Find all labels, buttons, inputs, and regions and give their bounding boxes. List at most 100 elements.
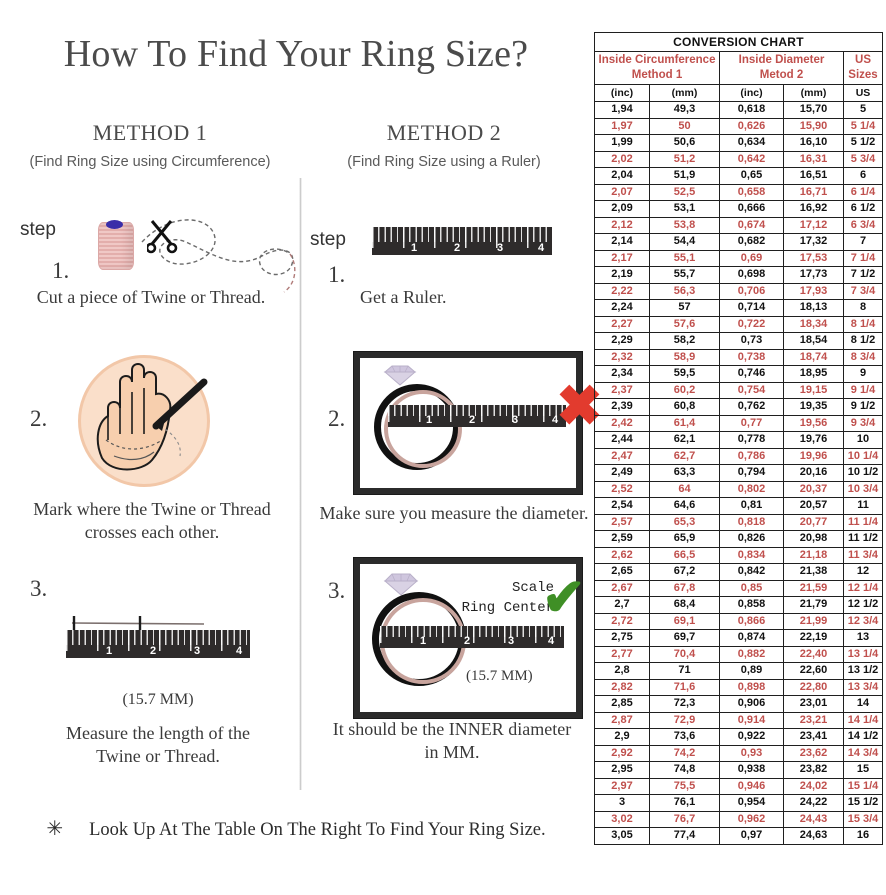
table-cell-inc: 0,93 xyxy=(719,744,784,762)
table-row[interactable]: 3 76,1 0,954 24,22 15 1/2 xyxy=(594,794,884,812)
table-cell-mm: 56,3 xyxy=(649,282,720,300)
table-cell-inc: 2,17 xyxy=(594,249,650,267)
table-row[interactable]: 1,94 49,3 0,618 15,70 5 xyxy=(594,101,884,119)
table-row[interactable]: 2,09 53,1 0,666 16,92 6 1/2 xyxy=(594,200,884,218)
table-cell-US: 7 xyxy=(842,233,884,251)
table-row[interactable]: 2,92 74,2 0,93 23,62 14 3/4 xyxy=(594,744,884,762)
table-cell-inc: 2,04 xyxy=(594,167,650,185)
table-row[interactable]: 2,17 55,1 0,69 17,53 7 1/4 xyxy=(594,249,884,267)
table-row[interactable]: 2,87 72,9 0,914 23,21 14 1/4 xyxy=(594,711,884,729)
table-row[interactable]: 2,22 56,3 0,706 17,93 7 3/4 xyxy=(594,282,884,300)
table-row[interactable]: 2,12 53,8 0,674 17,12 6 3/4 xyxy=(594,216,884,234)
table-row[interactable]: 2,75 69,7 0,874 22,19 13 xyxy=(594,629,884,647)
ruler-number: 3 xyxy=(512,414,519,426)
table-cell-inc: 2,54 xyxy=(594,497,650,515)
table-cell-US: 9 1/2 xyxy=(842,398,884,416)
method-2-header: METHOD 2 (Find Ring Size using a Ruler) xyxy=(298,120,590,170)
table-cell-US: 5 1/2 xyxy=(842,134,884,152)
table-row[interactable]: 2,57 65,3 0,818 20,77 11 1/4 xyxy=(594,513,884,531)
table-row[interactable]: 2,37 60,2 0,754 19,15 9 1/4 xyxy=(594,381,884,399)
table-row[interactable]: 2,62 66,5 0,834 21,18 11 3/4 xyxy=(594,546,884,564)
table-row[interactable]: 2,24 57 0,714 18,13 8 xyxy=(594,299,884,317)
table-cell-inc: 2,24 xyxy=(594,299,650,317)
table-row[interactable]: 2,34 59,5 0,746 18,95 9 xyxy=(594,365,884,383)
table-cell-mm: 15,70 xyxy=(783,101,844,119)
table-cell-inc: 2,62 xyxy=(594,546,650,564)
table-row[interactable]: 2,52 64 0,802 20,37 10 3/4 xyxy=(594,480,884,498)
table-row[interactable]: 2,7 68,4 0,858 21,79 12 1/2 xyxy=(594,596,884,614)
table-row[interactable]: 2,44 62,1 0,778 19,76 10 xyxy=(594,431,884,449)
table-row[interactable]: 2,07 52,5 0,658 16,71 6 1/4 xyxy=(594,183,884,201)
table-group-header-1: Inside Circumference Method 1 xyxy=(594,51,720,85)
table-cell-mm: 73,6 xyxy=(649,728,720,746)
table-cell-inc: 2,92 xyxy=(594,744,650,762)
method-2-step-1-caption: Get a Ruler. xyxy=(360,287,447,307)
table-row[interactable]: 2,49 63,3 0,794 20,16 10 1/2 xyxy=(594,464,884,482)
table-row[interactable]: 2,42 61,4 0,77 19,56 9 3/4 xyxy=(594,414,884,432)
table-row[interactable]: 2,19 55,7 0,698 17,73 7 1/2 xyxy=(594,266,884,284)
table-cell-mm: 17,12 xyxy=(783,216,844,234)
table-cell-US: 7 3/4 xyxy=(842,282,884,300)
table-cell-inc: 2,65 xyxy=(594,563,650,581)
table-cell-mm: 16,92 xyxy=(783,200,844,218)
table-cell-US: 6 3/4 xyxy=(842,216,884,234)
table-row[interactable]: 1,99 50,6 0,634 16,10 5 1/2 xyxy=(594,134,884,152)
footer-text: Look Up At The Table On The Right To Fin… xyxy=(89,820,546,840)
method-2-title: METHOD 2 xyxy=(386,120,502,145)
table-row[interactable]: 2,8 71 0,89 22,60 13 1/2 xyxy=(594,662,884,680)
table-row[interactable]: 3,05 77,4 0,97 24,63 16 xyxy=(594,827,884,845)
table-cell-mm: 17,93 xyxy=(783,282,844,300)
table-row[interactable]: 2,29 58,2 0,73 18,54 8 1/2 xyxy=(594,332,884,350)
table-cell-mm: 62,7 xyxy=(649,447,720,465)
table-cell-inc: 1,99 xyxy=(594,134,650,152)
table-row[interactable]: 2,67 67,8 0,85 21,59 12 1/4 xyxy=(594,579,884,597)
table-cell-US: 6 1/4 xyxy=(842,183,884,201)
table-cell-mm: 74,8 xyxy=(649,761,720,779)
table-cell-US: 13 xyxy=(842,629,884,647)
table-row[interactable]: 3,02 76,7 0,962 24,43 15 3/4 xyxy=(594,810,884,828)
table-cell-US: 9 xyxy=(842,365,884,383)
ruler-number: 3 xyxy=(508,635,515,647)
table-row[interactable]: 2,47 62,7 0,786 19,96 10 1/4 xyxy=(594,447,884,465)
table-row[interactable]: 2,72 69,1 0,866 21,99 12 3/4 xyxy=(594,612,884,630)
table-row[interactable]: 2,9 73,6 0,922 23,41 14 1/2 xyxy=(594,728,884,746)
table-row[interactable]: 2,65 67,2 0,842 21,38 12 xyxy=(594,563,884,581)
twine-path-icon xyxy=(141,219,296,293)
table-cell-inc: 2,12 xyxy=(594,216,650,234)
table-row[interactable]: 2,32 58,9 0,738 18,74 8 3/4 xyxy=(594,348,884,366)
table-cell-mm: 19,35 xyxy=(783,398,844,416)
method-2-step-word: step xyxy=(310,229,346,250)
table-cell-inc: 0,666 xyxy=(719,200,784,218)
table-row[interactable]: 2,85 72,3 0,906 23,01 14 xyxy=(594,695,884,713)
table-row[interactable]: 2,27 57,6 0,722 18,34 8 1/4 xyxy=(594,315,884,333)
table-cell-US: 13 1/4 xyxy=(842,645,884,663)
asterisk-icon: ✳ xyxy=(46,818,64,840)
table-row[interactable]: 2,59 65,9 0,826 20,98 11 1/2 xyxy=(594,530,884,548)
table-row[interactable]: 2,04 51,9 0,65 16,51 6 xyxy=(594,167,884,185)
table-cell-US: 10 xyxy=(842,431,884,449)
table-row[interactable]: 2,02 51,2 0,642 16,31 5 3/4 xyxy=(594,150,884,168)
table-cell-inc: 0,858 xyxy=(719,596,784,614)
table-cell-mm: 23,21 xyxy=(783,711,844,729)
ruler-number: 1 xyxy=(106,645,113,657)
table-row[interactable]: 2,95 74,8 0,938 23,82 15 xyxy=(594,761,884,779)
table-row[interactable]: 2,39 60,8 0,762 19,35 9 1/2 xyxy=(594,398,884,416)
table-row[interactable]: 2,77 70,4 0,882 22,40 13 1/4 xyxy=(594,645,884,663)
table-row[interactable]: 2,82 71,6 0,898 22,80 13 3/4 xyxy=(594,678,884,696)
table-cell-inc: 0,938 xyxy=(719,761,784,779)
table-cell-inc: 0,658 xyxy=(719,183,784,201)
table-cell-mm: 54,4 xyxy=(649,233,720,251)
table-row[interactable]: 2,54 64,6 0,81 20,57 11 xyxy=(594,497,884,515)
table-cell-mm: 64,6 xyxy=(649,497,720,515)
table-cell-inc: 2,75 xyxy=(594,629,650,647)
table-cell-US: 8 3/4 xyxy=(842,348,884,366)
scale-label-line-1: Scale xyxy=(511,580,554,596)
table-cell-US: 10 3/4 xyxy=(842,480,884,498)
table-row[interactable]: 1,97 50 0,626 15,90 5 1/4 xyxy=(594,117,884,135)
table-cell-mm: 18,54 xyxy=(783,332,844,350)
table-row[interactable]: 2,97 75,5 0,946 24,02 15 1/4 xyxy=(594,777,884,795)
table-row[interactable]: 2,14 54,4 0,682 17,32 7 xyxy=(594,233,884,251)
table-cell-inc: 2,85 xyxy=(594,695,650,713)
table-cell-mm: 53,8 xyxy=(649,216,720,234)
table-cell-mm: 69,7 xyxy=(649,629,720,647)
